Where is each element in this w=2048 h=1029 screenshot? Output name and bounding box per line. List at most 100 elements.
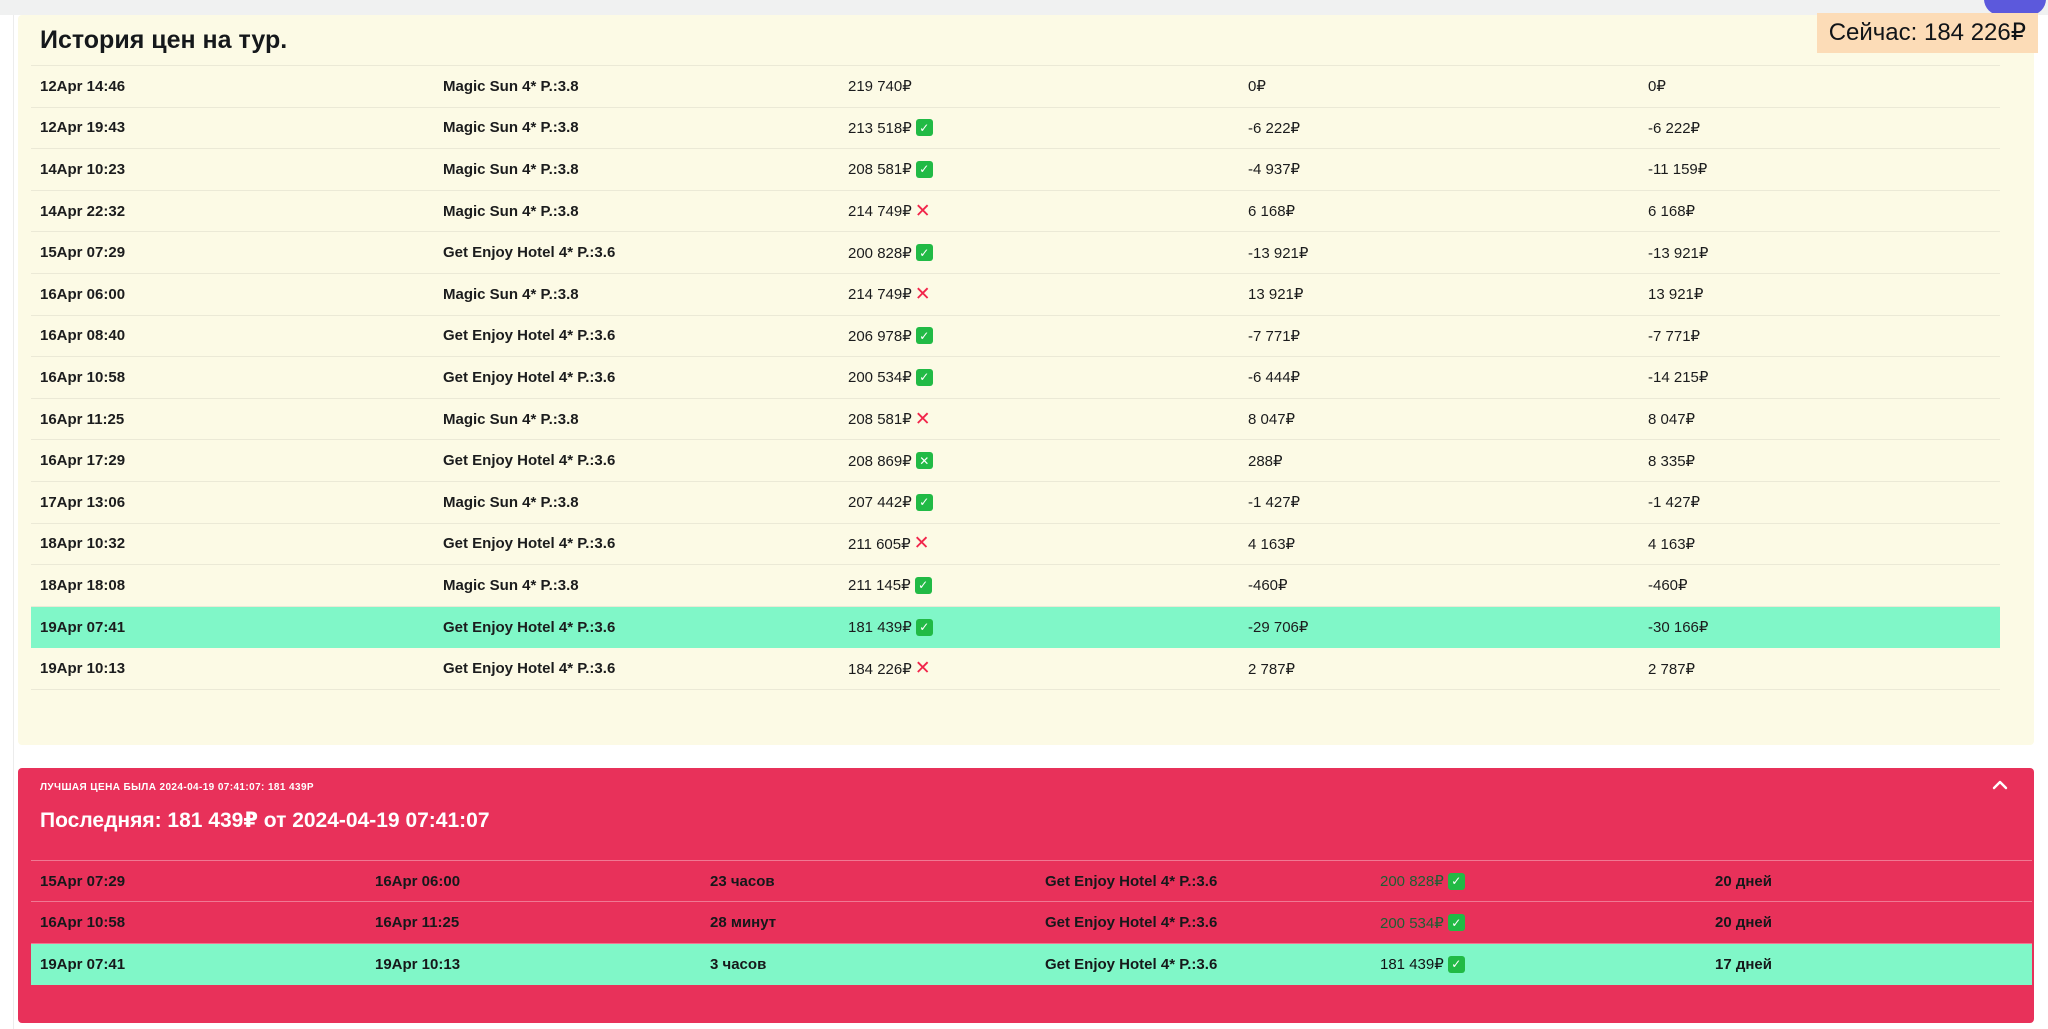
- row-time: 16Apr 10:58: [40, 368, 126, 386]
- row-duration: 3 часов: [710, 955, 767, 973]
- row-time: 16Apr 17:29: [40, 452, 126, 470]
- row-total-diff: -13 921₽: [1648, 244, 1709, 262]
- chevron-up-icon[interactable]: [1990, 777, 2010, 793]
- row-hotel: Get Enjoy Hotel 4* P.:3.6: [443, 660, 616, 678]
- price-value: 211 605₽: [848, 535, 911, 553]
- check-icon: ✓: [915, 493, 933, 511]
- row-hotel: Get Enjoy Hotel 4* P.:3.6: [443, 535, 616, 553]
- row-duration: 23 часов: [710, 872, 775, 890]
- browser-top-strip: [0, 0, 2048, 15]
- cross-icon: ✕: [914, 409, 931, 429]
- row-total-diff: -6 222₽: [1648, 119, 1701, 137]
- table-row: 14Apr 22:32 Magic Sun 4* P.:3.8 214 749₽ ✕ 6…: [31, 191, 2000, 233]
- row-from: 15Apr 07:29: [40, 872, 126, 890]
- row-hotel: Get Enjoy Hotel 4* P.:3.6: [1045, 955, 1218, 973]
- row-price: 214 749₽ ✕: [839, 285, 1239, 304]
- table-row: 19Apr 07:41 Get Enjoy Hotel 4* P.:3.6 181 …: [31, 606, 2000, 649]
- row-days: 20 дней: [1715, 914, 1772, 932]
- cross-icon: ✕: [914, 201, 931, 221]
- price-value: 200 828₽: [848, 244, 912, 262]
- table-row: 15Apr 07:29 Get Enjoy Hotel 4* P.:3.6 200 …: [31, 232, 2000, 274]
- row-hotel: Magic Sun 4* P.:3.8: [443, 160, 579, 178]
- table-row: 16Apr 17:29 Get Enjoy Hotel 4* P.:3.6 208 …: [31, 440, 2000, 482]
- table-row: 12Apr 14:46 Magic Sun 4* P.:3.8 219 740₽ 0₽…: [31, 66, 2000, 108]
- row-total-diff: 6 168₽: [1648, 203, 1696, 221]
- table-row: 19Apr 07:41 19Apr 10:13 3 часов Get Enjoy H…: [31, 943, 2032, 986]
- row-time: 19Apr 10:13: [40, 660, 126, 678]
- table-row: 12Apr 19:43 Magic Sun 4* P.:3.8 213 518₽ ✓ -…: [31, 108, 2000, 150]
- row-hotel: Magic Sun 4* P.:3.8: [443, 493, 579, 511]
- check-icon: ✓: [915, 119, 933, 137]
- row-diff: 4 163₽: [1248, 535, 1296, 553]
- row-price: 184 226₽ ✕: [839, 659, 1239, 678]
- cross-icon: ✕: [914, 659, 931, 679]
- price-value: 208 869₽: [848, 452, 912, 470]
- row-total-diff: -30 166₽: [1648, 619, 1709, 637]
- row-hotel: Get Enjoy Hotel 4* P.:3.6: [443, 368, 616, 386]
- price-value: 200 534₽: [848, 369, 912, 387]
- row-price: 206 978₽ ✓: [839, 327, 1239, 345]
- row-diff: 6 168₽: [1248, 203, 1296, 221]
- table-row: 16Apr 08:40 Get Enjoy Hotel 4* P.:3.6 206 …: [31, 316, 2000, 358]
- row-time: 14Apr 22:32: [40, 202, 126, 220]
- table-row: 19Apr 10:13 Get Enjoy Hotel 4* P.:3.6 184 …: [31, 648, 2000, 690]
- row-total-diff: 8 047₽: [1648, 411, 1696, 429]
- row-price: 181 439₽ ✓: [1371, 955, 1706, 973]
- row-price: 208 869₽ ✕: [839, 452, 1239, 470]
- check-icon: ✓: [915, 327, 933, 345]
- row-hotel: Get Enjoy Hotel 4* P.:3.6: [1045, 872, 1218, 890]
- history-table: 12Apr 14:46 Magic Sun 4* P.:3.8 219 740₽ 0₽…: [31, 65, 2000, 690]
- row-to: 19Apr 10:13: [375, 955, 461, 973]
- table-row: 18Apr 10:32 Get Enjoy Hotel 4* P.:3.6 211 …: [31, 524, 2000, 566]
- row-time: 19Apr 07:41: [40, 618, 126, 636]
- row-diff: -6 222₽: [1248, 119, 1301, 137]
- table-row: 18Apr 18:08 Magic Sun 4* P.:3.8 211 145₽ ✓ -…: [31, 565, 2000, 607]
- row-duration: 28 минут: [710, 914, 777, 932]
- cross-icon: ✕: [914, 284, 931, 304]
- row-diff: -29 706₽: [1248, 619, 1309, 637]
- row-price: 219 740₽: [839, 77, 1239, 95]
- last-price-heading: Последняя: 181 439₽ от 2024-04-19 07:41:…: [40, 809, 490, 832]
- table-row: 15Apr 07:29 16Apr 06:00 23 часов Get Enjoy …: [31, 861, 2032, 903]
- price-value: 219 740₽: [848, 78, 912, 96]
- price-history-panel: История цен на тур. Сейчас: 184 226₽ 12A…: [18, 13, 2038, 745]
- row-time: 16Apr 06:00: [40, 285, 126, 303]
- price-value: 206 978₽: [848, 327, 912, 345]
- row-days: 20 дней: [1715, 872, 1772, 890]
- row-time: 18Apr 10:32: [40, 535, 126, 553]
- check-icon: ✓: [914, 576, 932, 594]
- row-days: 17 дней: [1715, 955, 1772, 973]
- page-left-divider: [13, 15, 14, 1029]
- row-diff: -460₽: [1248, 577, 1288, 595]
- cross-icon: ✕: [913, 534, 930, 554]
- row-price: 200 828₽ ✓: [1371, 872, 1706, 890]
- check-icon: ✓: [915, 244, 933, 262]
- row-price: 213 518₽ ✓: [839, 119, 1239, 137]
- row-total-diff: -460₽: [1648, 577, 1688, 595]
- row-diff: 13 921₽: [1248, 286, 1304, 304]
- row-price: 211 605₽ ✕: [839, 534, 1239, 553]
- row-total-diff: 0₽: [1648, 78, 1666, 96]
- best-price-table: 15Apr 07:29 16Apr 06:00 23 часов Get Enjoy …: [31, 860, 2032, 986]
- table-row: 17Apr 13:06 Magic Sun 4* P.:3.8 207 442₽ ✓ -…: [31, 482, 2000, 524]
- price-value: 208 581₽: [848, 411, 912, 429]
- row-from: 19Apr 07:41: [40, 955, 126, 973]
- row-hotel: Get Enjoy Hotel 4* P.:3.6: [443, 244, 616, 262]
- row-time: 17Apr 13:06: [40, 493, 126, 511]
- row-hotel: Magic Sun 4* P.:3.8: [443, 77, 579, 95]
- check-icon: ✓: [1447, 955, 1465, 973]
- row-total-diff: 8 335₽: [1648, 452, 1696, 470]
- row-hotel: Get Enjoy Hotel 4* P.:3.6: [443, 327, 616, 345]
- table-row: 16Apr 11:25 Magic Sun 4* P.:3.8 208 581₽ ✕ 8…: [31, 399, 2000, 441]
- price-value: 213 518₽: [848, 119, 912, 137]
- row-diff: 0₽: [1248, 78, 1266, 96]
- row-time: 15Apr 07:29: [40, 244, 126, 262]
- row-hotel: Magic Sun 4* P.:3.8: [443, 202, 579, 220]
- row-hotel: Magic Sun 4* P.:3.8: [443, 119, 579, 137]
- row-total-diff: -1 427₽: [1648, 494, 1701, 512]
- row-hotel: Magic Sun 4* P.:3.8: [443, 410, 579, 428]
- row-time: 16Apr 08:40: [40, 327, 126, 345]
- row-total-diff: -11 159₽: [1648, 161, 1708, 179]
- row-price: 181 439₽ ✓: [839, 618, 1239, 636]
- row-price: 207 442₽ ✓: [839, 493, 1239, 511]
